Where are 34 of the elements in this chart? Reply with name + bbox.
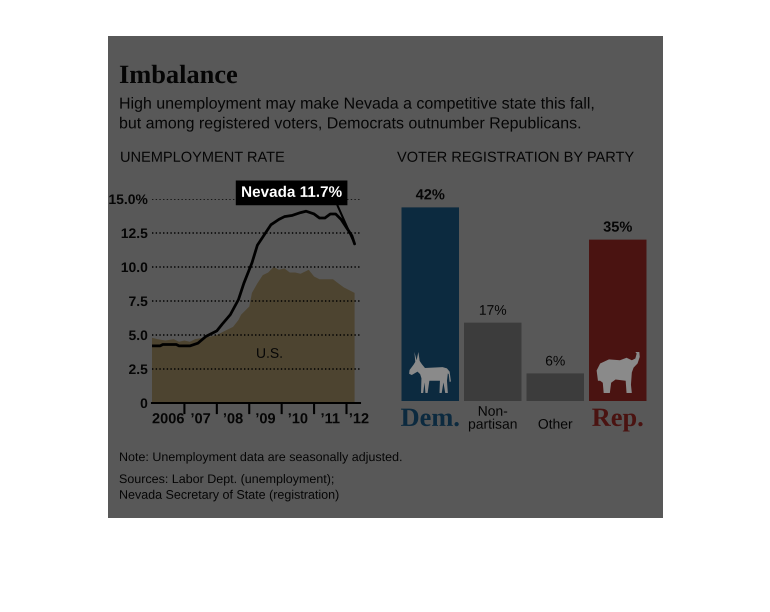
chart-title: UNEMPLOYMENT RATE [121, 152, 284, 162]
text: High unemployment may make Nevada a competitive state this fall, but among registered voters, Democrats outnumber Republicans. [120, 97, 594, 132]
data-label: 42% [416, 189, 444, 200]
y-tick-label: 10.0 [122, 262, 148, 272]
x-tick-label: ’10 [288, 413, 308, 424]
x-tick-label: 2006 [152, 413, 184, 424]
y-tick-label: 15.0% [109, 194, 148, 204]
data-label: 35% [603, 221, 632, 232]
x-tick-label: Other [538, 418, 572, 429]
x-tick-label: ’07 [191, 413, 210, 424]
y-tick-label: 5.0 [128, 330, 148, 340]
bar [526, 373, 584, 401]
text: Note: Unemployment data are seasonally adjusted. [120, 452, 402, 464]
bar [589, 240, 646, 401]
x-tick-label: Non- partisan [468, 406, 517, 432]
x-tick-label: ’09 [256, 413, 276, 424]
x-tick-label: Rep. [592, 408, 643, 432]
data-label: 6% [546, 356, 565, 366]
bar [402, 207, 459, 401]
y-tick-label: 2.5 [129, 364, 148, 374]
x-tick-label: Dem. [401, 408, 459, 426]
series-label: U.S. [257, 348, 282, 358]
data-label: 17% [480, 305, 506, 315]
text: Imbalance [120, 64, 238, 84]
annotation: Nevada 11.7% [242, 186, 342, 197]
x-tick-label: ’11 [322, 413, 340, 424]
x-tick-label: ’08 [224, 413, 243, 424]
y-tick-label: 7.5 [129, 296, 148, 306]
y-tick-label: 12.5 [122, 228, 148, 238]
y-tick-label: 0 [140, 398, 148, 408]
x-tick-label: ’12 [350, 413, 369, 424]
bar [464, 322, 522, 401]
source-note: Sources: Labor Dept. (unemployment); Nevada Secretary of State (registration) [120, 474, 338, 502]
chart-title: VOTER REGISTRATION BY PARTY [397, 152, 634, 162]
